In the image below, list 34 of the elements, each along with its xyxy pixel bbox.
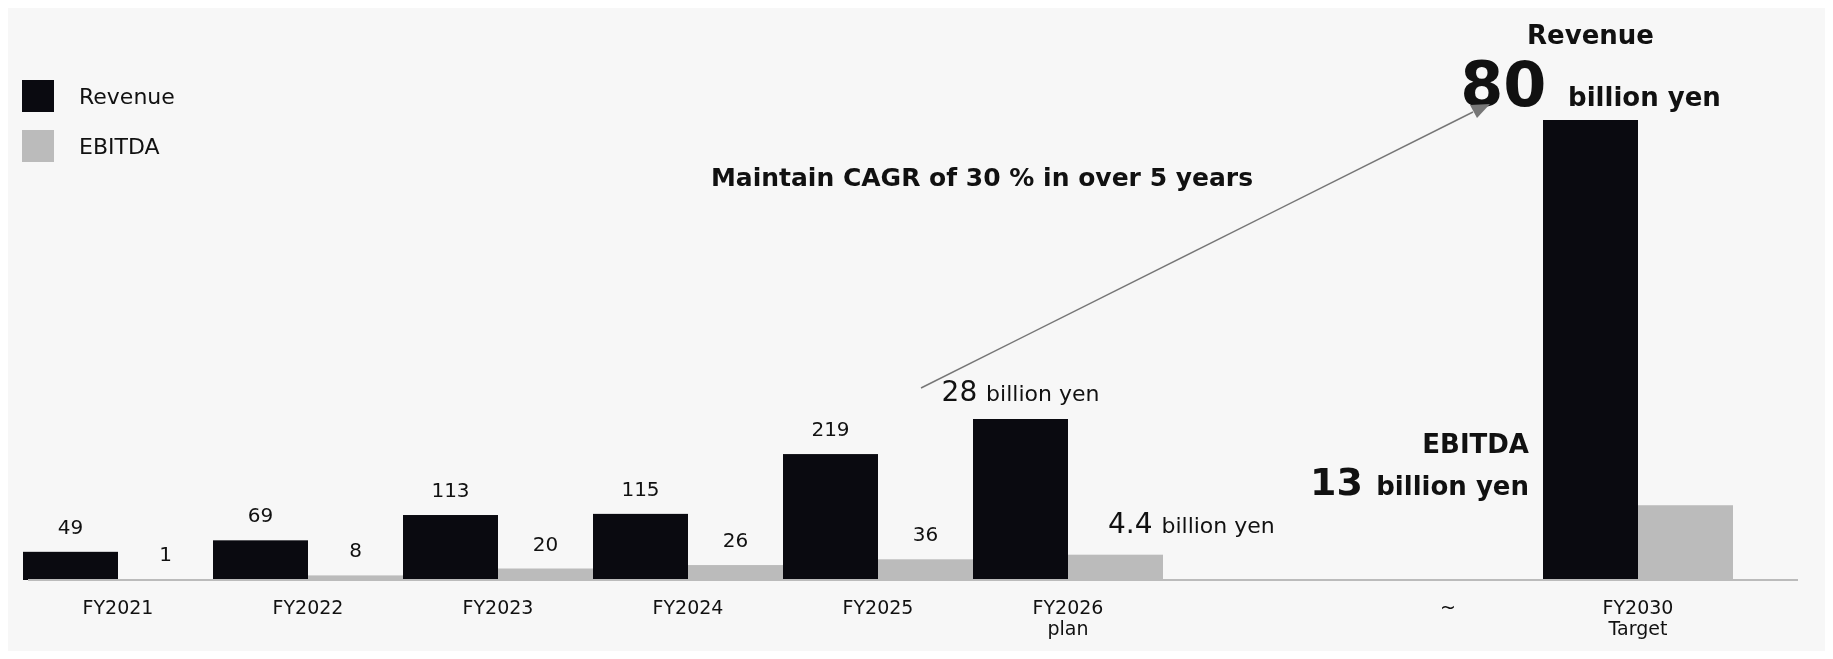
x-tick-label: FY2030 Target: [1602, 596, 1674, 639]
x-tick-label: FY2026 plan: [1032, 596, 1104, 639]
bar: [1543, 120, 1638, 580]
data-label: 36: [912, 522, 939, 547]
x-tick-label: ~: [1440, 596, 1456, 618]
x-tick-label: FY2021: [82, 596, 154, 618]
bar: [403, 515, 498, 580]
data-label: 219: [811, 417, 850, 442]
data-label: 20: [532, 531, 559, 556]
x-tick-label: FY2022: [272, 596, 344, 618]
data-label: 1: [159, 542, 172, 567]
bar: [23, 551, 118, 580]
data-label: 69: [247, 503, 274, 528]
bar: [213, 540, 308, 580]
annotation: EBITDA: [1422, 429, 1529, 460]
data-label: 8: [349, 538, 362, 563]
bar: [783, 454, 878, 580]
legend-label: Revenue: [79, 84, 175, 109]
legend-label: EBITDA: [79, 134, 160, 159]
bar: [973, 419, 1068, 580]
annotation: 80 billion yen: [1460, 48, 1721, 121]
annotation: 13 billion yen: [1310, 460, 1529, 505]
annotation: 4.4 billion yen: [1108, 506, 1275, 540]
data-label: 113: [431, 478, 470, 503]
text: Revenue: [1527, 20, 1654, 50]
x-tick-label: FY2024: [652, 596, 724, 618]
data-label: 49: [57, 514, 84, 539]
annotation: 28 billion yen: [941, 375, 1100, 408]
x-tick-label: FY2023: [462, 596, 534, 618]
annotation: Maintain CAGR of 30 % in over 5 years: [710, 163, 1254, 192]
x-tick-label: FY2025: [842, 596, 914, 618]
data-label: 115: [621, 476, 660, 501]
data-label: 26: [722, 528, 749, 553]
bar: [593, 513, 688, 580]
